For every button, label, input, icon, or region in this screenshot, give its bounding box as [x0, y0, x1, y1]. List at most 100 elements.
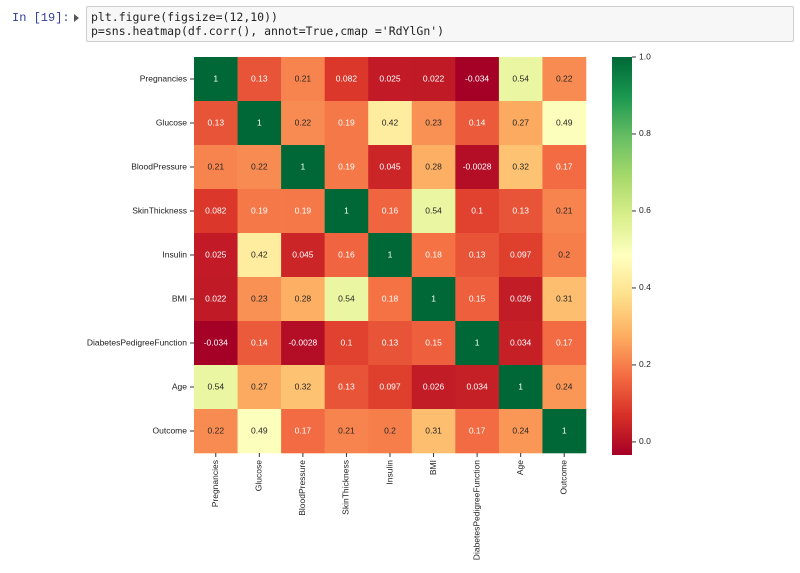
cell-label: 0.21 [338, 425, 355, 435]
heatmap-cell [324, 277, 369, 322]
cell-label: 0.045 [292, 249, 314, 259]
x-tick-label: Glucose [254, 460, 264, 491]
cell-label: 0.1 [471, 205, 483, 215]
cell-label: 0.022 [423, 73, 445, 83]
heatmap-cell [411, 57, 456, 102]
cell-label: 0.19 [295, 205, 312, 215]
run-indicator[interactable] [74, 14, 79, 22]
heatmap-cell [194, 189, 238, 234]
heatmap-cell [411, 101, 456, 146]
code-cell[interactable]: plt.figure(figsize=(12,10)) p=sns.heatma… [86, 6, 794, 42]
heatmap-cell [237, 145, 282, 190]
heatmap-cell [194, 321, 238, 366]
heatmap-cell [281, 365, 325, 410]
colorbar-tick-label: 0.2 [639, 359, 651, 369]
heatmap-cell [455, 57, 500, 102]
heatmap-cell [411, 409, 456, 454]
heatmap-cell [324, 233, 369, 278]
heatmap-cell [455, 277, 500, 322]
heatmap-cell [498, 189, 543, 234]
heatmap-cell [324, 145, 369, 190]
cell-label: 0.28 [295, 293, 312, 303]
cell-label: 1 [213, 73, 218, 83]
heatmap-cell [281, 101, 325, 146]
cell-label: 0.022 [205, 293, 227, 303]
heatmap-cell [368, 145, 413, 190]
cell-label: 0.21 [295, 73, 312, 83]
cell-label: 0.045 [379, 161, 401, 171]
cell-label: 0.16 [338, 249, 355, 259]
heatmap-cell [455, 409, 500, 454]
heatmap-cell [237, 409, 282, 454]
cell-label: -0.034 [465, 73, 489, 83]
cell-label: 0.13 [469, 249, 486, 259]
cell-label: 0.19 [338, 161, 355, 171]
cell-label: 0.17 [295, 425, 312, 435]
cell-label: 0.21 [208, 161, 225, 171]
cell-label: -0.034 [204, 337, 228, 347]
input-prompt: In [19]: [12, 11, 70, 25]
cell-label: 0.026 [423, 381, 445, 391]
heatmap-cell [455, 145, 500, 190]
cell-label: 0.034 [510, 337, 532, 347]
heatmap-cell [542, 233, 587, 278]
cell-label: 0.15 [469, 293, 486, 303]
cell-label: 0.082 [205, 205, 227, 215]
cell-label: 0.13 [338, 381, 355, 391]
y-tick-label: Outcome [153, 425, 188, 435]
cell-label: 0.24 [556, 381, 573, 391]
cell-label: 1 [475, 337, 480, 347]
cell-label: 0.082 [336, 73, 358, 83]
heatmap-cell [324, 409, 369, 454]
cell-label: 0.025 [205, 249, 227, 259]
code-line: p=sns.heatmap(df.corr(), annot=True,cmap… [91, 24, 445, 38]
cell-label: 1 [518, 381, 523, 391]
x-tick-label: Age [515, 460, 525, 475]
cell-label: 0.54 [425, 205, 442, 215]
y-tick-label: SkinThickness [132, 205, 187, 215]
heatmap-cell [324, 57, 369, 102]
heatmap-cell [498, 365, 543, 410]
y-tick-label: DiabetesPedigreeFunction [87, 337, 187, 347]
cell-label: 0.22 [208, 425, 225, 435]
heatmap-cell [542, 189, 587, 234]
heatmap-cell [498, 101, 543, 146]
colorbar [612, 57, 632, 455]
y-tick-label: Pregnancies [140, 73, 187, 83]
heatmap-cell [455, 101, 500, 146]
cell-label: 0.28 [425, 161, 442, 171]
heatmap-cell [368, 189, 413, 234]
heatmap-cell [194, 277, 238, 322]
cell-label: 0.14 [469, 117, 486, 127]
heatmap-cell [411, 233, 456, 278]
heatmap-cell [281, 277, 325, 322]
cell-label: 1 [388, 249, 393, 259]
cell-label: 0.24 [512, 425, 529, 435]
heatmap-cell [194, 233, 238, 278]
cell-label: 0.22 [556, 73, 573, 83]
cell-label: 0.32 [512, 161, 529, 171]
heatmap-cell [411, 277, 456, 322]
cell-label: 0.42 [251, 249, 268, 259]
cell-label: 0.54 [338, 293, 355, 303]
cell-label: 0.13 [512, 205, 529, 215]
heatmap-cell [498, 277, 543, 322]
heatmap-cell [411, 189, 456, 234]
heatmap-cell [542, 321, 587, 366]
heatmap-cell [194, 57, 238, 102]
heatmap-cell [324, 321, 369, 366]
cell-label: -0.0028 [463, 161, 492, 171]
cell-label: 0.14 [251, 337, 268, 347]
cell-label: 0.18 [425, 249, 442, 259]
x-tick-label: Outcome [558, 460, 568, 495]
heatmap-cell [542, 101, 587, 146]
heatmap-cell [368, 57, 413, 102]
colorbar-tick-label: 0.8 [639, 128, 651, 138]
cell-label: 1 [257, 117, 262, 127]
heatmap-cell [368, 365, 413, 410]
cell-label: 0.097 [510, 249, 532, 259]
cell-label: 0.097 [379, 381, 401, 391]
cell-label: 0.17 [556, 337, 573, 347]
heatmap-cell [237, 365, 282, 410]
